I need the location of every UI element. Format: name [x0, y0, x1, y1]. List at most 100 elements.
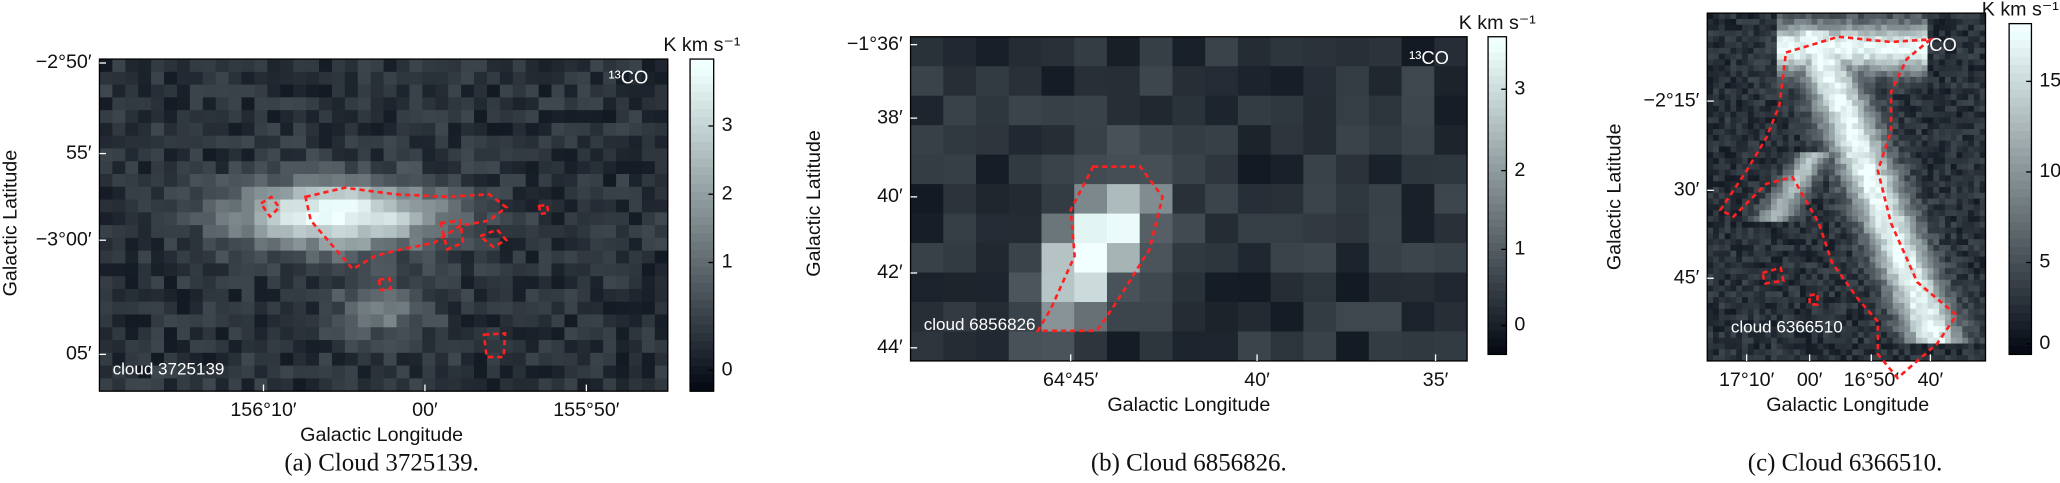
pixel [1800, 308, 1807, 316]
pixel [1910, 181, 1917, 188]
pixel [1074, 125, 1108, 156]
pixel [396, 288, 410, 303]
pixel [1742, 134, 1749, 142]
pixel [138, 327, 152, 341]
pixel [1933, 291, 1940, 298]
pixel [1788, 71, 1795, 78]
pixel [1944, 245, 1952, 252]
pixel [1776, 297, 1784, 304]
pixel [293, 352, 307, 367]
pixel [435, 97, 449, 111]
pixel [1707, 111, 1714, 118]
colorbar-step [690, 225, 714, 235]
pixel [1828, 30, 1836, 37]
pixel [1041, 331, 1075, 362]
pixel [1933, 268, 1940, 275]
pixel [1840, 314, 1847, 321]
pixel [1730, 76, 1737, 84]
pixel [1910, 158, 1917, 165]
pixel [538, 314, 553, 328]
pixel [1881, 297, 1888, 304]
pixel [280, 301, 294, 316]
pixel [435, 365, 449, 379]
pixel [215, 250, 230, 264]
pixel [1707, 123, 1714, 130]
pixel [512, 199, 527, 213]
pixel [1898, 111, 1905, 118]
colorbar-step [2009, 321, 2032, 331]
pixel [383, 199, 398, 213]
pixel [1904, 59, 1911, 66]
pixel [422, 225, 436, 239]
pixel [331, 122, 346, 137]
pixel [1910, 308, 1917, 316]
pixel [1892, 210, 1900, 217]
pixel [202, 71, 217, 86]
pixel [1817, 13, 1824, 20]
pixel [1742, 47, 1749, 55]
pixel [241, 84, 255, 98]
pixel [1886, 279, 1894, 287]
pixel [1869, 233, 1876, 240]
pixel [1730, 227, 1737, 234]
pixel [1788, 239, 1795, 246]
pixel [1782, 250, 1789, 258]
pixel [1794, 146, 1801, 153]
pixel [1742, 123, 1749, 130]
pixel [641, 340, 656, 354]
pixel [241, 199, 255, 213]
pixel [189, 174, 204, 188]
pixel [1800, 285, 1807, 292]
pixel [1771, 227, 1778, 234]
pixel [344, 161, 359, 175]
pixel [1875, 349, 1882, 356]
pixel [1915, 227, 1923, 234]
pixel [1742, 152, 1749, 159]
pixel [1811, 82, 1818, 90]
pixel [267, 84, 281, 98]
pixel [409, 59, 423, 73]
pixel [254, 365, 268, 379]
pixel [1730, 105, 1737, 113]
pixel [976, 184, 1010, 215]
pixel [1950, 331, 1958, 339]
pixel [1968, 158, 1975, 165]
pixel [1898, 343, 1905, 350]
pixel [1742, 181, 1749, 188]
pixel [1910, 13, 1917, 20]
pixel [1817, 198, 1824, 205]
pixel [448, 288, 462, 303]
pixel [1910, 262, 1917, 269]
pixel [1962, 297, 1969, 304]
pixel [1956, 314, 1963, 321]
pixel [1910, 331, 1917, 339]
pixel [1979, 216, 1987, 223]
pixel [1823, 134, 1830, 142]
pixel [1881, 210, 1888, 217]
pixel [1800, 42, 1807, 49]
pixel [1921, 100, 1929, 107]
pixel [1724, 123, 1731, 130]
pixel [525, 365, 540, 379]
pixel [1759, 117, 1766, 124]
pixel [1834, 256, 1842, 263]
pixel [1237, 331, 1272, 362]
pixel [1898, 123, 1905, 130]
pixel [1915, 152, 1923, 159]
pixel [1747, 111, 1755, 118]
pixel [1933, 331, 1940, 339]
pixel [1892, 111, 1900, 118]
pixel [1898, 71, 1905, 78]
pixel [1944, 140, 1952, 147]
pixel [943, 36, 977, 67]
pixel [1840, 268, 1847, 275]
pixel [1742, 314, 1749, 321]
pixel [616, 301, 630, 316]
colorbar-step [2009, 172, 2032, 182]
pixel [1944, 71, 1952, 78]
pixel [1765, 187, 1772, 194]
pixel [1823, 262, 1830, 269]
pixel [1904, 140, 1911, 147]
pixel [1736, 297, 1743, 304]
pixel [1788, 297, 1795, 304]
